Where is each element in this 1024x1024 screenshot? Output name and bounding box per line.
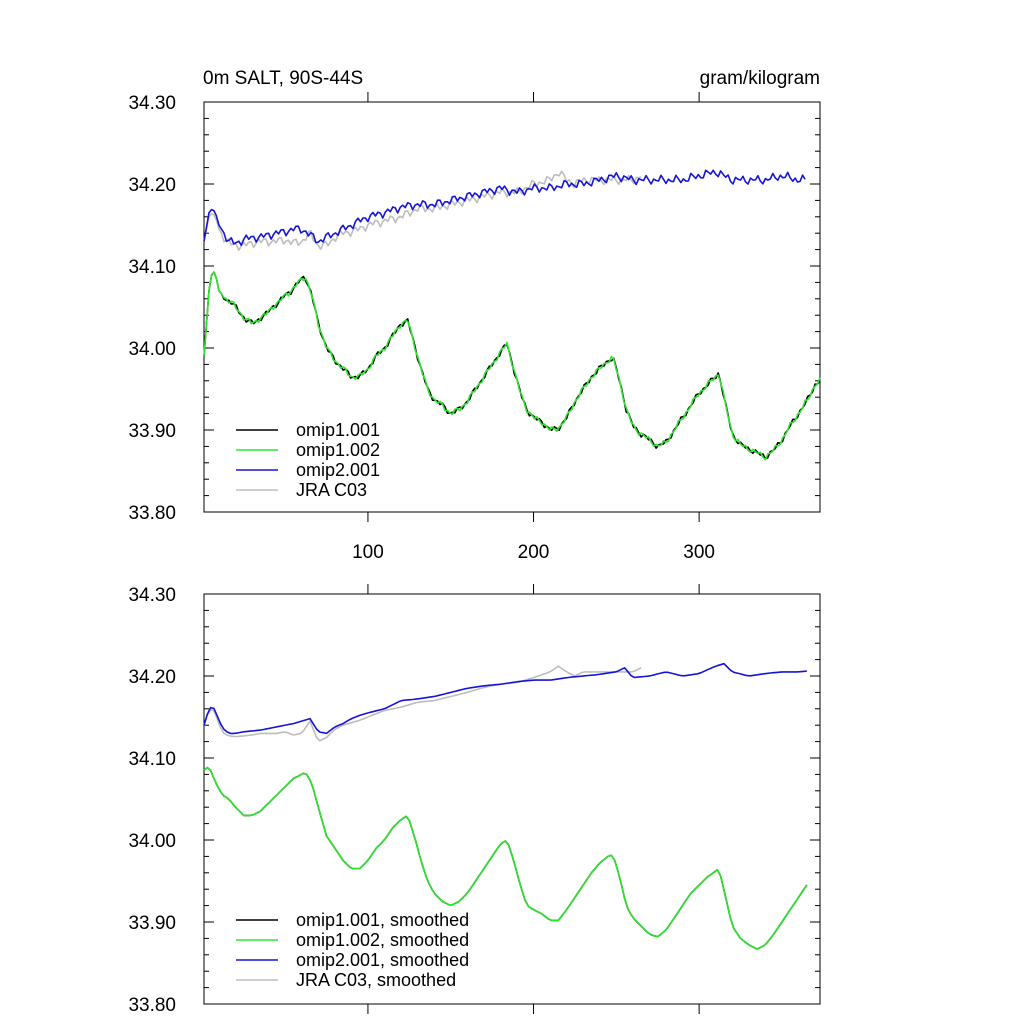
y-tick-label: 34.10: [128, 257, 176, 278]
series-line-3: [203, 170, 642, 251]
chart-title-right: gram/kilogram: [700, 68, 820, 89]
legend-label: omip2.001, smoothed: [296, 950, 469, 970]
legend-label: JRA C03: [296, 480, 367, 500]
chart-title-left: 0m SALT, 90S-44S: [203, 68, 363, 89]
x-tick-label: 100: [352, 542, 384, 563]
y-tick-label: 34.20: [128, 175, 176, 196]
legend-label: omip1.002, smoothed: [296, 930, 469, 950]
y-tick-label: 34.00: [128, 339, 176, 360]
y-tick-label: 33.90: [128, 913, 176, 934]
legend-label: omip2.001: [296, 460, 380, 480]
series-line-1: [203, 271, 821, 461]
plot-frame: [203, 101, 821, 513]
legend-label: omip1.001: [296, 420, 380, 440]
x-tick-label: 200: [518, 542, 550, 563]
x-tick-label: 300: [683, 542, 715, 563]
legend-label: omip1.002: [296, 440, 380, 460]
y-tick-label: 33.90: [128, 421, 176, 442]
legend-label: omip1.001, smoothed: [296, 910, 469, 930]
y-tick-label: 34.20: [128, 667, 176, 688]
plot-frame: [203, 593, 821, 1005]
y-tick-label: 34.30: [128, 585, 176, 606]
series-line-2: [203, 662, 807, 735]
y-tick-label: 33.80: [128, 503, 176, 524]
y-tick-label: 34.30: [128, 93, 176, 114]
top-panel: 34.30 34.20 34.10 34.00 33.90 33.80 100 200 300 o…: [128, 92, 821, 563]
legend-label: JRA C03, smoothed: [296, 970, 456, 990]
series-line-3: [203, 665, 642, 742]
series-line-0: [203, 766, 808, 950]
series-line-2: [203, 169, 806, 246]
y-tick-label: 34.10: [128, 749, 176, 770]
series-line-1: [203, 766, 808, 950]
y-tick-label: 34.00: [128, 831, 176, 852]
bottom-panel: 34.30 34.20 34.10 34.00 33.90 33.80 omip1.001,…: [128, 584, 821, 1016]
y-tick-label: 33.80: [128, 995, 176, 1016]
